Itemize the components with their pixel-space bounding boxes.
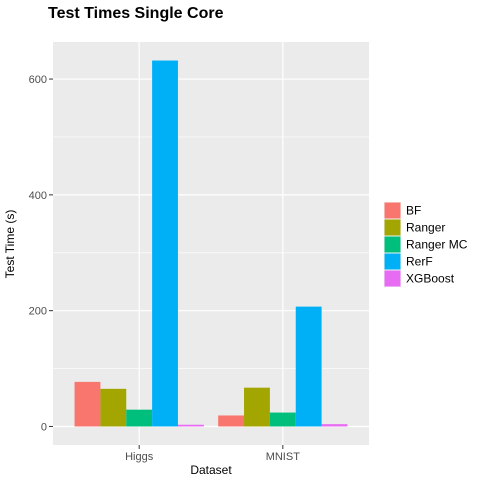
bar-rerf-higgs — [152, 60, 178, 427]
bar-ranger-mc-mnist — [269, 412, 296, 427]
legend-label: Ranger — [406, 221, 445, 235]
bar-bf-higgs — [74, 381, 101, 427]
x-axis-ticks: Higgs MNIST — [125, 445, 300, 463]
legend-swatch — [384, 270, 401, 287]
y-tick-label: 600 — [29, 74, 47, 86]
legend-label: RerF — [406, 255, 433, 269]
bar-ranger-higgs — [100, 388, 127, 427]
legend-swatch — [384, 253, 401, 270]
bar-rerf-mnist — [295, 306, 322, 427]
bar-xgboost-mnist — [321, 424, 348, 427]
bar-ranger-mnist — [244, 387, 270, 427]
chart-title: Test Times Single Core — [48, 5, 224, 22]
y-axis-title: Test Time (s) — [3, 210, 17, 279]
bar-xgboost-higgs — [177, 424, 204, 427]
x-axis-title: Dataset — [190, 463, 232, 477]
legend: BF Ranger Ranger MC RerF XGBoost — [384, 202, 468, 287]
bar-ranger-mc-higgs — [126, 409, 153, 427]
legend-swatch — [384, 236, 401, 253]
legend-label: Ranger MC — [406, 238, 468, 252]
x-tick-label: Higgs — [125, 451, 154, 463]
y-tick-label: 200 — [29, 306, 47, 318]
legend-swatch — [384, 202, 401, 219]
y-tick-label: 0 — [41, 421, 47, 433]
x-tick-label: MNIST — [266, 451, 301, 463]
bars — [74, 60, 348, 427]
y-axis-ticks: 0 200 400 600 — [29, 74, 53, 433]
legend-swatch — [384, 219, 401, 236]
legend-label: XGBoost — [406, 272, 455, 286]
bar-bf-mnist — [218, 415, 245, 427]
y-tick-label: 400 — [29, 190, 47, 202]
legend-label: BF — [406, 204, 421, 218]
